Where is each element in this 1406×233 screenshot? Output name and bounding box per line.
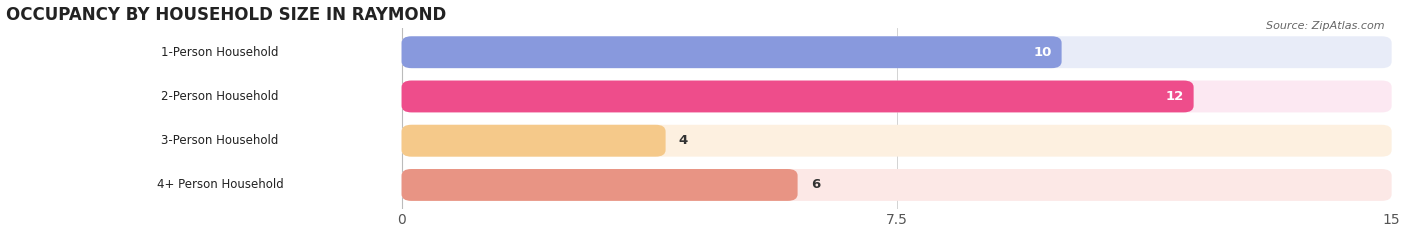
Text: OCCUPANCY BY HOUSEHOLD SIZE IN RAYMOND: OCCUPANCY BY HOUSEHOLD SIZE IN RAYMOND (6, 6, 446, 24)
Text: 4+ Person Household: 4+ Person Household (156, 178, 284, 192)
Text: 10: 10 (1033, 46, 1052, 59)
Text: 12: 12 (1166, 90, 1184, 103)
FancyBboxPatch shape (402, 169, 797, 201)
Text: 4: 4 (679, 134, 688, 147)
Text: 2-Person Household: 2-Person Household (162, 90, 278, 103)
FancyBboxPatch shape (18, 127, 382, 155)
Text: 1-Person Household: 1-Person Household (162, 46, 278, 59)
FancyBboxPatch shape (402, 169, 1392, 201)
Text: Source: ZipAtlas.com: Source: ZipAtlas.com (1267, 21, 1385, 31)
FancyBboxPatch shape (402, 36, 1392, 68)
FancyBboxPatch shape (402, 81, 1194, 112)
FancyBboxPatch shape (18, 171, 382, 199)
FancyBboxPatch shape (402, 125, 1392, 157)
FancyBboxPatch shape (402, 125, 665, 157)
FancyBboxPatch shape (18, 82, 382, 111)
FancyBboxPatch shape (18, 38, 382, 66)
FancyBboxPatch shape (402, 81, 1392, 112)
Text: 6: 6 (811, 178, 820, 192)
Text: 3-Person Household: 3-Person Household (162, 134, 278, 147)
FancyBboxPatch shape (402, 36, 1062, 68)
